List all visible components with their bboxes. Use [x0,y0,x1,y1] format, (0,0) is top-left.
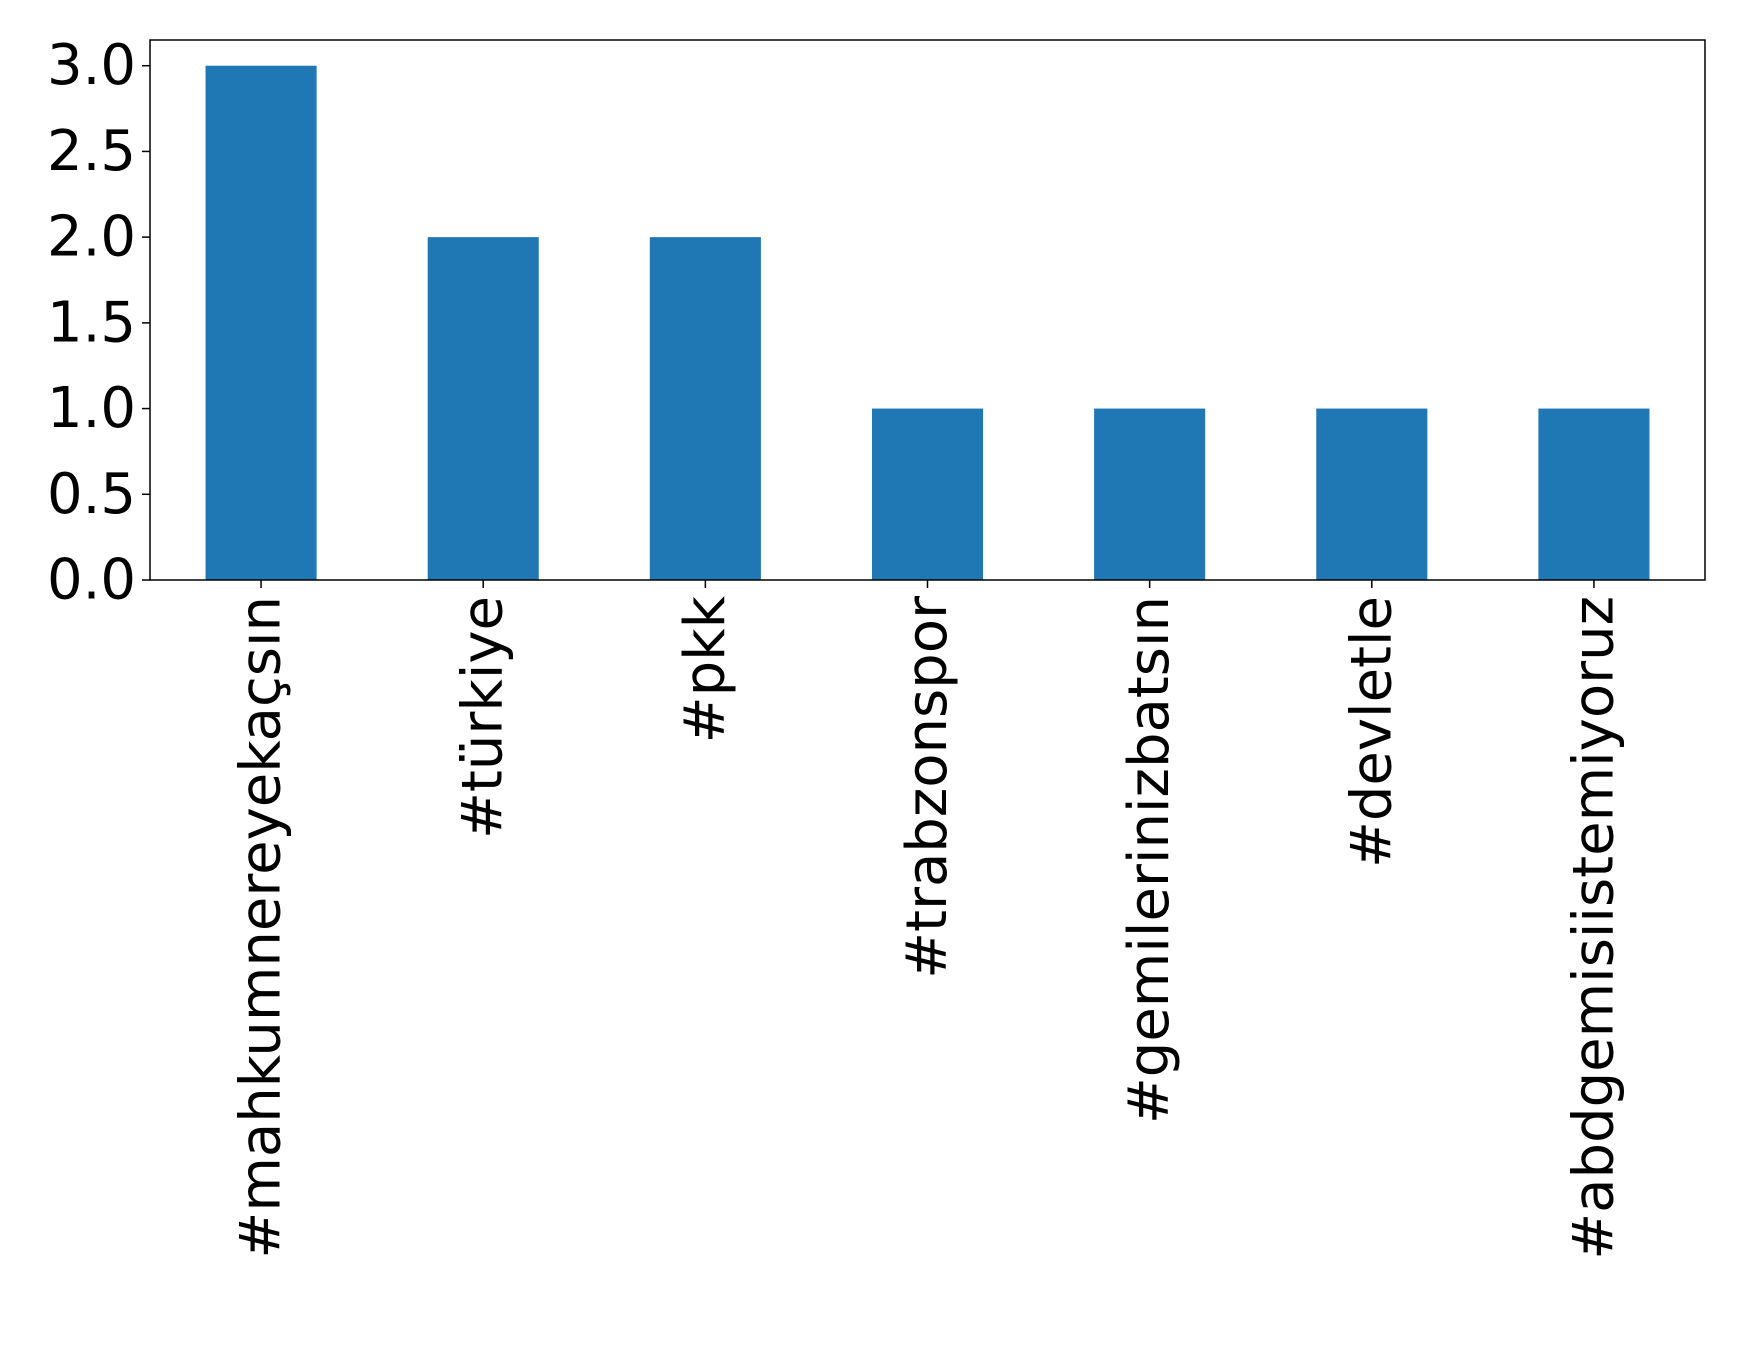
bars-group [205,65,1650,580]
bar-1 [427,237,539,580]
x-tick-label: #trabzonspor [895,595,960,979]
bar-2 [649,237,761,580]
x-tick-label: #abdgemisiistemiyoruz [1561,596,1626,1260]
y-tick-label: 0.0 [47,548,136,613]
x-tick-label: #pkk [673,595,738,743]
x-tick-label: #devletle [1339,596,1404,868]
bar-6 [1538,408,1650,580]
bar-4 [1094,408,1206,580]
y-tick-label: 1.5 [47,290,136,355]
x-tick-label: #mahkumnereyekaçsın [229,596,294,1259]
x-tick-label: #gemilerinizbatsın [1117,596,1182,1124]
bar-5 [1316,408,1428,580]
y-tick-label: 3.0 [47,33,136,98]
y-axis: 0.0 0.5 1.0 1.5 2.0 2.5 3.0 [47,33,150,613]
bar-0 [205,65,317,580]
y-tick-label: 2.0 [47,205,136,270]
y-tick-label: 2.5 [47,119,136,184]
y-tick-label: 0.5 [47,462,136,527]
bar-3 [871,408,984,580]
plot-frame [149,39,1706,581]
x-axis: #mahkumnereyekaçsın #türkiye #pkk #trabzons… [229,580,1626,1260]
y-tick-label: 1.0 [47,376,136,441]
x-tick-label: #türkiye [451,596,516,839]
